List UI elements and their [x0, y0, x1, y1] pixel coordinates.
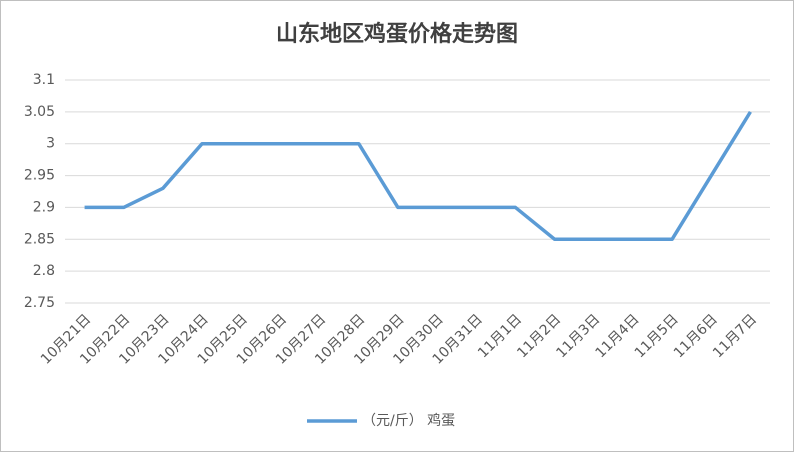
y-tick-label: 3.05 [24, 104, 55, 120]
chart-title: 山东地区鸡蛋价格走势图 [276, 21, 518, 47]
y-tick-label: 2.95 [24, 168, 55, 184]
y-tick-label: 3 [46, 136, 55, 152]
y-tick-label: 3.1 [33, 72, 55, 88]
y-tick-label: 2.85 [24, 231, 55, 247]
y-tick-label: 2.9 [33, 199, 55, 215]
line-series [84, 110, 752, 242]
y-tick-label: 2.8 [33, 263, 55, 279]
y-tick-label: 2.75 [24, 295, 55, 311]
legend-label: （元/斤） 鸡蛋 [362, 412, 455, 429]
